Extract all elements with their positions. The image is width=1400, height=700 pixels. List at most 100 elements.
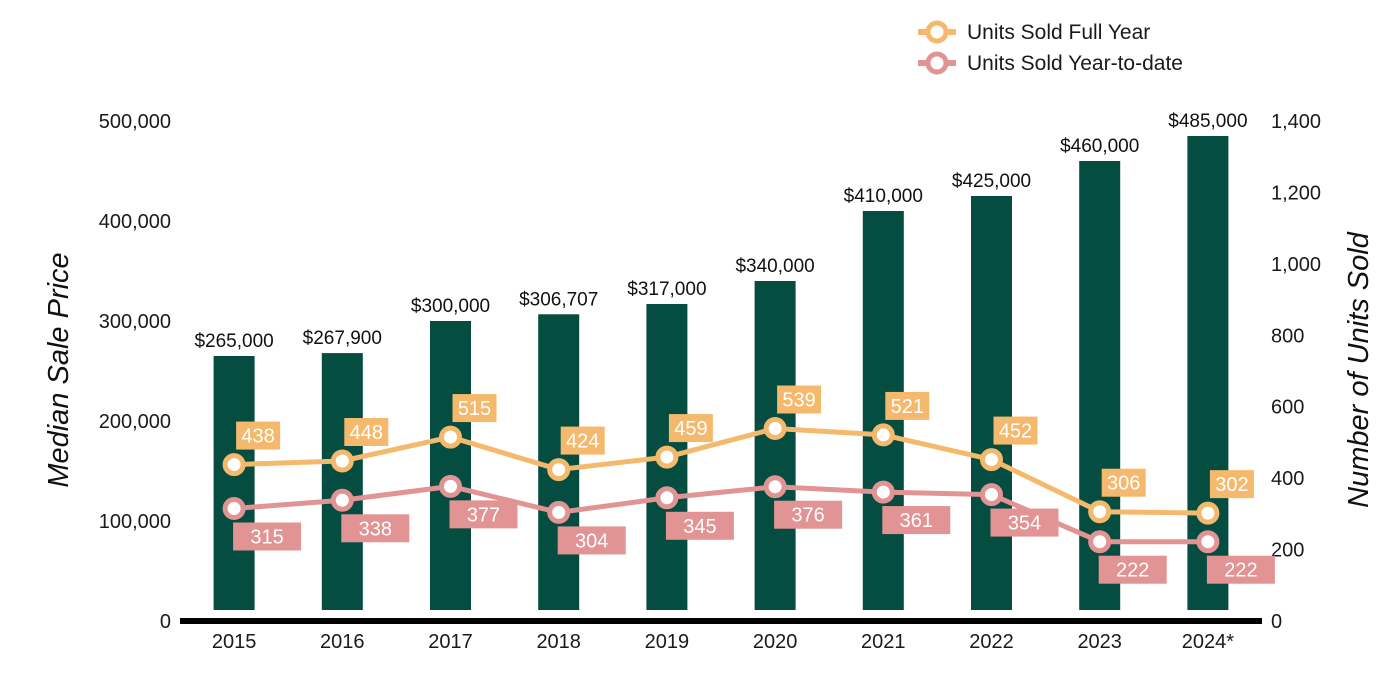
x-tick-label: 2019 [645, 631, 690, 653]
x-axis-ticks: 2015 2016 2017 2018 2019 2020 2021 2022 2023 2024… [212, 631, 1234, 653]
point-label-ytd: 377 [467, 504, 500, 526]
legend-ytd-marker-icon [925, 51, 949, 75]
series-point-ytd [980, 483, 1003, 507]
bar-value-label: $460,000 [1060, 136, 1139, 157]
series-point-full-year [1196, 501, 1220, 525]
series-point-ytd [871, 480, 895, 504]
point-label-box [665, 511, 734, 540]
bar-2020 [754, 281, 796, 610]
series-point-full-year [980, 448, 1003, 472]
right-axis-ticks: 0 200 400 600 800 1,000 1,200 1,400 [1271, 111, 1321, 633]
legend-full-year-marker-icon [925, 20, 949, 44]
right-tick-label: 1,400 [1271, 111, 1321, 133]
point-label-full-year: 302 [1215, 474, 1248, 496]
bar-value-label: $300,000 [411, 296, 490, 317]
point-label-full-year: 521 [891, 396, 924, 418]
series-point-full-year [1088, 500, 1112, 524]
point-label-box [236, 421, 281, 450]
point-label-ytd: 304 [575, 530, 608, 552]
left-axis-title: Median Sale Price [43, 252, 75, 487]
series-point-ytd [1196, 530, 1220, 554]
point-label-ytd: 345 [683, 516, 716, 538]
point-labels-layer: 438 448 515 424 459 539 521 452 306 302 315 338 377 3… [233, 385, 1275, 584]
point-label-full-year: 515 [458, 398, 491, 420]
right-tick-label: 600 [1271, 397, 1304, 419]
legend: Units Sold Full Year Units Sold Year-to-… [918, 20, 1183, 75]
bar-value-labels: $265,000 $267,900 $300,000 $306,707 $317,000… [194, 111, 1247, 352]
point-label-box [990, 508, 1059, 537]
right-axis-title: Number of Units Sold [1343, 231, 1375, 507]
right-tick-label: 400 [1271, 468, 1304, 490]
bar-2017 [430, 321, 471, 610]
series-point-full-year [330, 449, 354, 473]
point-label-box [1101, 468, 1146, 497]
bar-value-label: $317,000 [627, 279, 706, 300]
point-label-box [344, 418, 389, 446]
bar-value-label: $425,000 [952, 171, 1031, 192]
bar-value-label: $267,900 [303, 328, 382, 349]
point-label-box [233, 522, 302, 551]
point-label-box [885, 391, 930, 420]
bar-value-label: $265,000 [194, 331, 273, 352]
bar-value-label: $410,000 [844, 186, 923, 207]
series-point-full-year [547, 458, 571, 482]
point-label-full-year: 452 [999, 421, 1032, 443]
left-tick-label: 200,000 [99, 411, 171, 433]
series-point-ytd [439, 474, 462, 498]
x-tick-label: 2023 [1077, 631, 1122, 653]
bar-2022 [971, 196, 1012, 610]
series-point-ytd [330, 488, 354, 512]
x-tick-label: 2018 [536, 631, 581, 653]
right-tick-label: 200 [1271, 540, 1304, 562]
point-label-box [557, 526, 626, 555]
point-label-box [882, 506, 951, 535]
right-tick-label: 0 [1271, 611, 1282, 633]
series-point-full-year [871, 423, 895, 447]
right-tick-label: 1,000 [1271, 254, 1321, 276]
point-label-ytd: 222 [1224, 560, 1257, 582]
point-label-ytd: 315 [250, 527, 283, 549]
point-label-box [993, 416, 1038, 445]
point-label-ytd: 361 [900, 510, 933, 532]
bar-2015 [213, 356, 255, 610]
series-point-ytd [655, 486, 679, 510]
point-label-box [560, 426, 605, 455]
point-label-box [774, 500, 843, 529]
series-point-full-year [655, 445, 679, 469]
series-point-ytd [763, 475, 787, 499]
point-label-box [777, 385, 822, 414]
point-label-ytd: 222 [1116, 560, 1149, 582]
x-tick-label: 2022 [969, 631, 1014, 653]
point-label-ytd: 376 [791, 505, 824, 527]
bar-2016 [321, 353, 363, 610]
bar-value-label: $340,000 [735, 256, 814, 277]
point-label-full-year: 448 [350, 422, 383, 444]
left-tick-label: 300,000 [99, 311, 171, 333]
left-tick-label: 500,000 [99, 111, 171, 133]
legend-full-year-label: Units Sold Full Year [967, 21, 1150, 44]
series-line-full-year [234, 426, 1208, 516]
point-label-box [449, 500, 518, 529]
x-tick-label: 2015 [212, 631, 257, 653]
series-point-full-year [439, 425, 462, 449]
series-point-full-year [222, 453, 246, 477]
point-label-box [1206, 555, 1275, 584]
point-label-full-year: 539 [782, 390, 815, 412]
point-label-box [1098, 555, 1167, 584]
left-axis-ticks: 0 100,000 200,000 300,000 400,000 500,000 [99, 111, 171, 633]
right-tick-label: 800 [1271, 325, 1304, 347]
bar-value-label: $485,000 [1168, 111, 1247, 132]
point-label-full-year: 306 [1107, 473, 1140, 495]
series-point-full-year [763, 417, 787, 440]
point-label-box [452, 394, 497, 423]
point-label-ytd: 354 [1008, 513, 1041, 535]
right-tick-label: 1,200 [1271, 182, 1321, 204]
series-point-ytd [547, 500, 571, 524]
point-label-full-year: 424 [566, 431, 599, 453]
point-label-ytd: 338 [359, 518, 392, 540]
x-tick-label: 2017 [428, 631, 473, 653]
series-point-ytd [1088, 530, 1112, 554]
x-tick-label: 2020 [753, 631, 798, 653]
